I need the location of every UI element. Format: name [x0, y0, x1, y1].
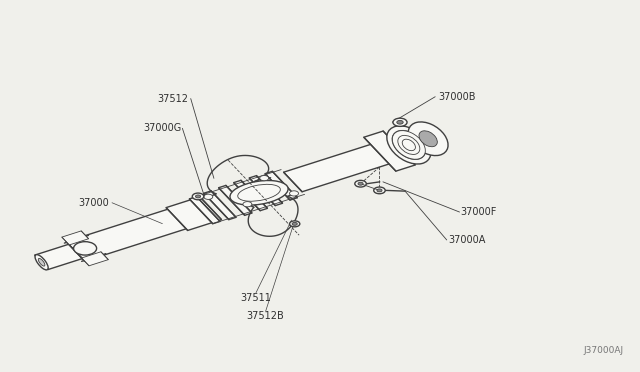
Ellipse shape	[398, 135, 420, 154]
Polygon shape	[284, 141, 399, 192]
Circle shape	[393, 118, 407, 126]
Text: 37000G: 37000G	[143, 124, 181, 133]
Ellipse shape	[408, 122, 448, 155]
Polygon shape	[66, 206, 196, 261]
Polygon shape	[364, 131, 415, 171]
Polygon shape	[249, 176, 282, 206]
Circle shape	[355, 180, 366, 187]
Circle shape	[74, 242, 97, 255]
Polygon shape	[35, 244, 82, 269]
Text: 37512B: 37512B	[247, 311, 284, 321]
Circle shape	[292, 222, 297, 225]
Polygon shape	[204, 191, 236, 219]
Circle shape	[289, 191, 298, 196]
Circle shape	[358, 182, 363, 185]
Text: 37511: 37511	[241, 293, 271, 302]
Polygon shape	[81, 252, 108, 266]
Ellipse shape	[419, 131, 437, 147]
Circle shape	[377, 189, 382, 192]
Text: J37000AJ: J37000AJ	[584, 346, 624, 355]
Circle shape	[195, 195, 200, 198]
Polygon shape	[234, 180, 268, 211]
Text: 37000: 37000	[78, 198, 109, 208]
Circle shape	[374, 187, 385, 194]
Ellipse shape	[230, 180, 288, 205]
Circle shape	[243, 202, 252, 207]
Text: 37512: 37512	[158, 94, 189, 103]
Polygon shape	[62, 231, 88, 245]
Ellipse shape	[398, 135, 420, 154]
Polygon shape	[166, 197, 221, 230]
Ellipse shape	[237, 185, 280, 201]
Text: 37000F: 37000F	[461, 207, 497, 217]
Ellipse shape	[38, 259, 45, 266]
Ellipse shape	[35, 254, 48, 270]
Ellipse shape	[402, 139, 415, 151]
Circle shape	[204, 194, 212, 199]
Circle shape	[260, 176, 269, 181]
Text: 37000B: 37000B	[438, 92, 476, 102]
Text: 37000A: 37000A	[448, 235, 485, 245]
Ellipse shape	[392, 131, 426, 159]
Circle shape	[192, 193, 204, 200]
Polygon shape	[265, 171, 298, 200]
Circle shape	[397, 121, 403, 124]
Polygon shape	[189, 197, 220, 224]
Ellipse shape	[392, 131, 426, 159]
Polygon shape	[219, 185, 252, 215]
Circle shape	[289, 221, 300, 227]
Ellipse shape	[387, 126, 431, 164]
